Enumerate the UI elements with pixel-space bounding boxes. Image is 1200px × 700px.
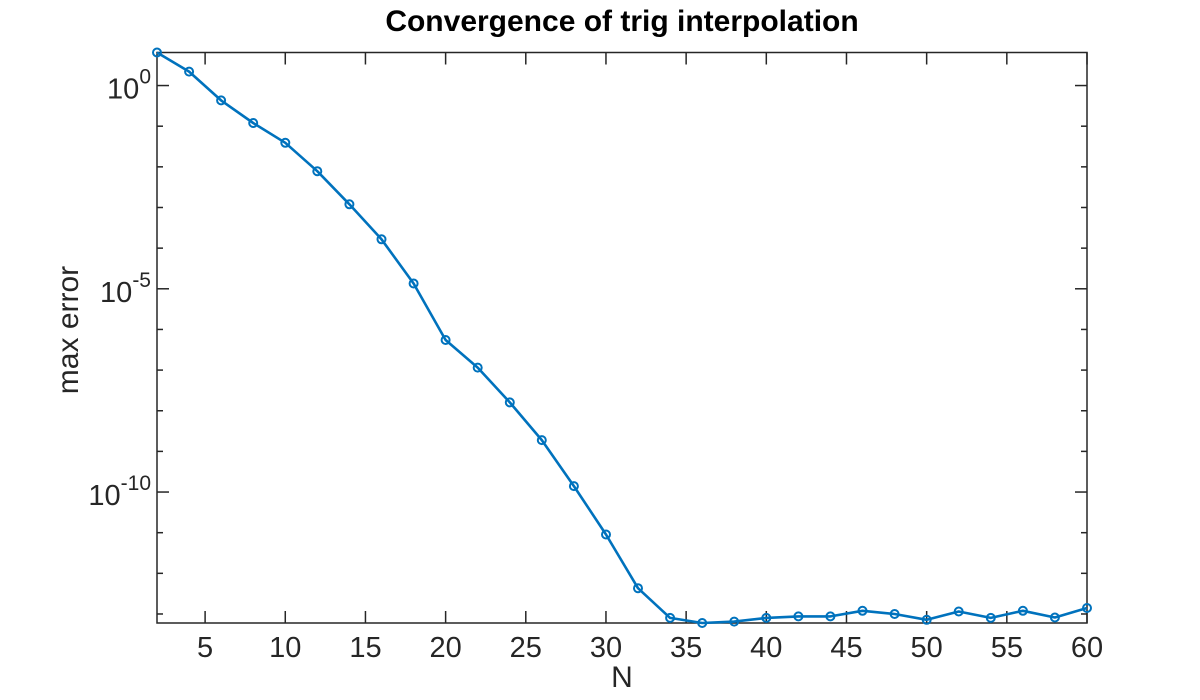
- data-point-marker: [376, 234, 387, 245]
- data-point-marker: [472, 362, 483, 373]
- data-point-marker: [1082, 603, 1092, 613]
- data-point-marker: [1017, 605, 1028, 616]
- x-tick-label: 10: [269, 632, 301, 664]
- x-axis-label: N: [611, 661, 633, 694]
- data-point-marker: [312, 166, 323, 177]
- x-tick-label: 40: [750, 632, 782, 664]
- data-point-marker: [793, 611, 804, 622]
- y-axis-label: max error: [52, 265, 85, 395]
- data-point-marker: [601, 529, 611, 540]
- x-tick-label: 15: [349, 632, 381, 664]
- y-tick-label: 100: [107, 66, 151, 106]
- data-point-marker: [697, 618, 708, 628]
- y-tick-label: 10-5: [100, 269, 151, 309]
- data-point-marker: [568, 481, 579, 492]
- plot-box: [156, 51, 1088, 624]
- data-point-marker: [953, 606, 964, 617]
- x-tick-label: 45: [830, 632, 862, 664]
- data-point-marker: [889, 609, 900, 619]
- y-tick-label: 10-10: [88, 472, 151, 512]
- convergence-line: [156, 51, 1088, 625]
- x-tick-label: 30: [590, 632, 622, 664]
- data-point-marker: [408, 278, 419, 289]
- data-point-marker: [857, 605, 868, 616]
- data-point-marker: [280, 137, 291, 148]
- data-point-marker: [248, 118, 259, 128]
- x-tick-label: 25: [510, 632, 542, 664]
- x-tick-label: 60: [1071, 632, 1103, 664]
- data-point-marker: [536, 435, 547, 446]
- chart-title: Convergence of trig interpolation: [385, 5, 859, 38]
- data-point-marker: [665, 612, 676, 623]
- data-point-marker: [761, 612, 772, 623]
- x-tick-label: 35: [670, 632, 702, 664]
- data-point-marker: [921, 614, 932, 625]
- x-tick-label: 20: [429, 632, 461, 664]
- data-point-marker: [633, 583, 643, 594]
- data-point-marker: [985, 612, 996, 623]
- x-tick-label: 5: [197, 632, 213, 664]
- data-point-marker: [344, 199, 355, 210]
- data-point-marker: [216, 95, 227, 106]
- data-point-marker: [1049, 612, 1060, 623]
- x-tick-label: 55: [991, 632, 1023, 664]
- data-point-marker: [729, 616, 740, 627]
- data-point-marker: [184, 66, 195, 77]
- data-point-marker: [504, 397, 515, 408]
- data-point-marker: [440, 335, 451, 345]
- data-point-marker: [152, 47, 162, 58]
- x-tick-label: 50: [911, 632, 943, 664]
- data-point-marker: [825, 611, 836, 622]
